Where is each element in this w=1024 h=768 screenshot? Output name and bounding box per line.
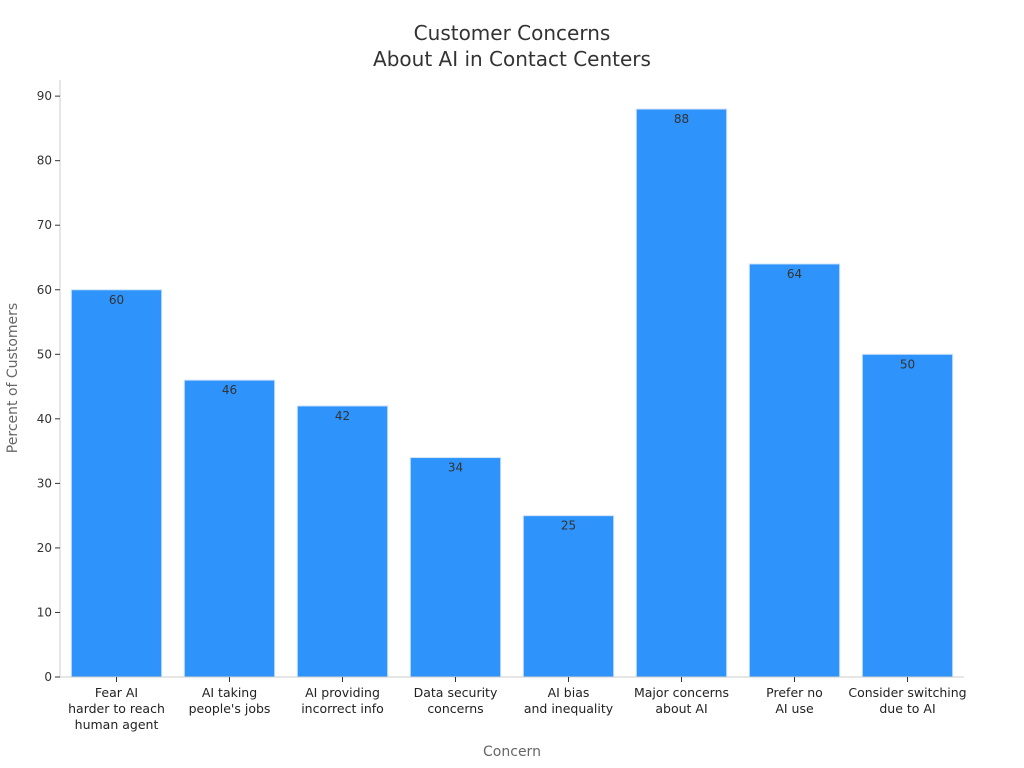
x-tick-label: Major concerns about AI	[634, 685, 729, 716]
y-tick-label: 20	[37, 541, 52, 555]
bars	[70, 108, 954, 678]
data-labels: 60 46 42 34 25 88 64 50	[109, 112, 915, 533]
bar	[183, 379, 276, 678]
bar	[296, 405, 389, 678]
bar	[522, 515, 615, 678]
x-tick-label: AI bias and inequality	[524, 685, 614, 716]
data-label: 50	[900, 357, 915, 371]
bar	[635, 108, 728, 678]
x-tick-label: Data security concerns	[414, 685, 498, 716]
y-tick-label: 90	[37, 89, 52, 103]
y-axis-title: Percent of Customers	[5, 303, 21, 453]
x-tick-label: AI taking people's jobs	[189, 685, 271, 716]
chart-title-line: Customer Concerns	[414, 21, 611, 45]
y-tick-label: 0	[44, 670, 52, 684]
chart-title-line: About AI in Contact Centers	[373, 47, 651, 71]
data-label: 46	[222, 383, 237, 397]
bar	[409, 457, 502, 678]
data-label: 60	[109, 293, 124, 307]
x-axis: Fear AI harder to reach human agent AI taki…	[60, 676, 967, 732]
data-label: 25	[561, 519, 576, 533]
x-axis-title: Concern	[483, 744, 541, 760]
x-tick-label: AI providing incorrect info	[301, 685, 384, 716]
data-label: 42	[335, 409, 350, 423]
y-tick-label: 40	[37, 412, 52, 426]
bar	[861, 353, 954, 678]
y-axis: 0 10 20 30 40 50 60 70 80 90	[37, 80, 61, 684]
y-tick-label: 50	[37, 347, 52, 361]
x-tick-label: Prefer no AI use	[766, 685, 823, 716]
data-label: 34	[448, 461, 463, 475]
bar	[70, 289, 163, 678]
y-tick-label: 30	[37, 476, 52, 490]
y-tick-label: 60	[37, 283, 52, 297]
data-label: 88	[674, 112, 689, 126]
bar	[748, 263, 841, 678]
y-tick-label: 80	[37, 154, 52, 168]
data-label: 64	[787, 267, 802, 281]
x-tick-label: Consider switching due to AI	[848, 685, 966, 716]
x-tick-label: Fear AI harder to reach human agent	[68, 685, 165, 732]
y-tick-label: 10	[37, 605, 52, 619]
y-tick-label: 70	[37, 218, 52, 232]
